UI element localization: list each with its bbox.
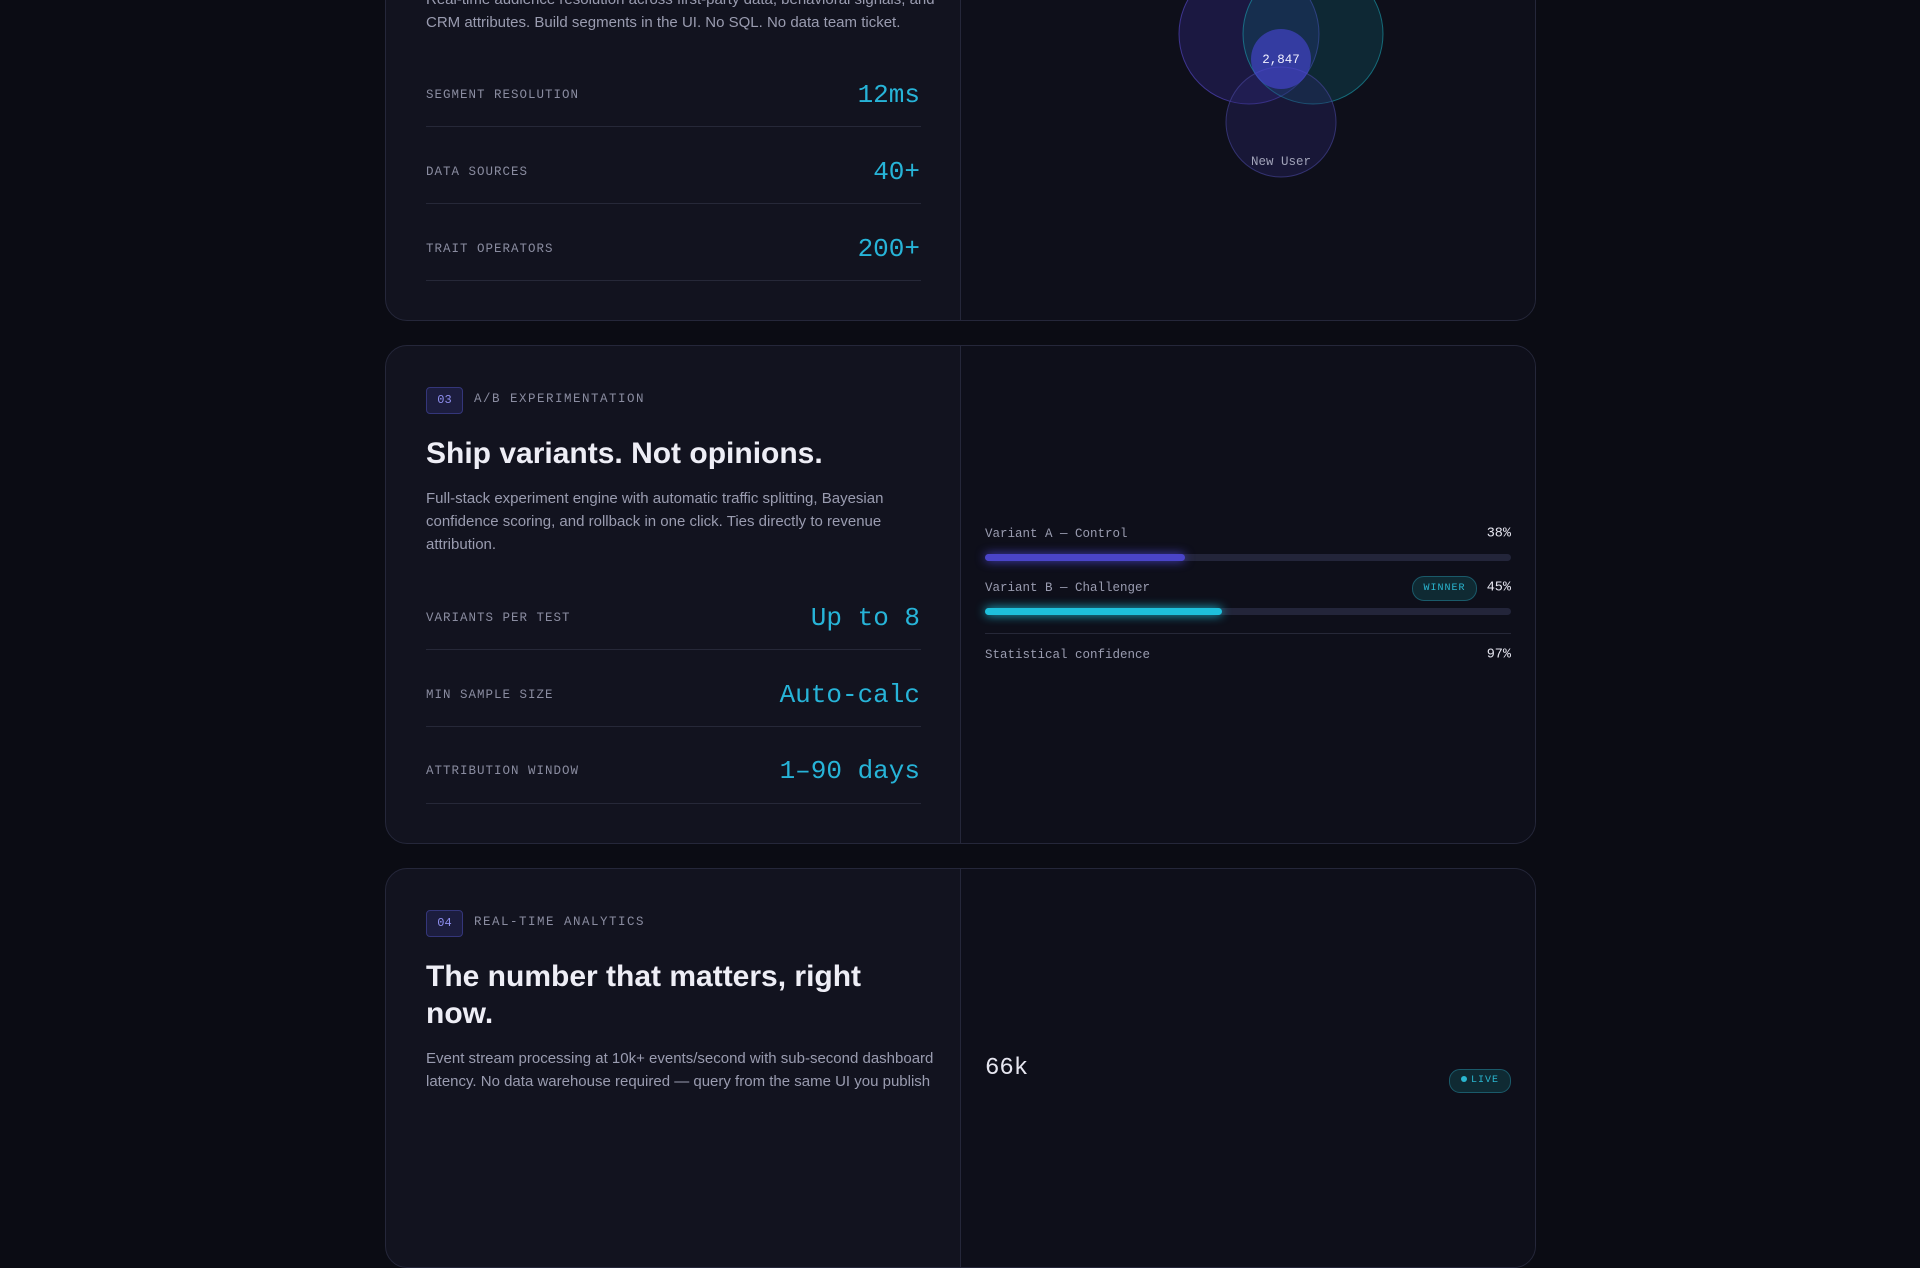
- card: 04 REAL-TIME ANALYTICS The number that m…: [385, 868, 1536, 1268]
- stat-value: 40+: [873, 157, 920, 187]
- metric: 66k: [985, 1055, 1029, 1082]
- description: Full-stack experiment engine with automa…: [426, 490, 884, 507]
- stat-value: Up to 8: [810, 603, 920, 633]
- stat-value: 1–90 days: [779, 756, 920, 786]
- section-number: 03: [426, 387, 463, 414]
- separator: [426, 726, 921, 727]
- description: Event stream processing at 10k+ events/s…: [426, 1050, 934, 1067]
- card: Real-time audience resolution across fir…: [385, 0, 1536, 321]
- description: Real-time audience resolution across fir…: [426, 0, 935, 8]
- venn-diagram: 2,847 New User: [1178, 0, 1384, 178]
- live-badge: LIVE: [1449, 1069, 1511, 1093]
- section-number: 04: [426, 910, 463, 937]
- venn-label: New User: [1251, 155, 1311, 169]
- description: attribution.: [426, 536, 497, 553]
- separator: [426, 203, 921, 204]
- stat-label: SEGMENT RESOLUTION: [426, 88, 580, 102]
- stat-label: VARIANTS PER TEST: [426, 611, 571, 625]
- eyebrow: REAL-TIME ANALYTICS: [474, 915, 646, 929]
- description: CRM attributes. Build segments in the UI…: [426, 14, 901, 31]
- winner-badge: WINNER: [1412, 576, 1477, 601]
- stat-label: ATTRIBUTION WINDOW: [426, 764, 580, 778]
- confidence-value: 97%: [1486, 647, 1511, 663]
- variant-value: 45%: [1486, 580, 1511, 596]
- variant-label: Variant B — Challenger: [985, 581, 1151, 595]
- heading: The number that matters, right: [426, 960, 862, 993]
- heading: Ship variants. Not opinions.: [426, 437, 823, 470]
- stat-label: DATA SOURCES: [426, 165, 529, 179]
- bar: [985, 554, 1185, 561]
- stat-label: MIN SAMPLE SIZE: [426, 688, 554, 702]
- visual-panel: 66k LIVE: [960, 869, 1535, 1267]
- stat-value: Auto-calc: [779, 680, 920, 710]
- live-label: LIVE: [1470, 1075, 1499, 1086]
- heading: now.: [426, 997, 494, 1030]
- separator: [426, 126, 921, 127]
- bar-track: [985, 608, 1511, 615]
- bar: [985, 608, 1222, 615]
- eyebrow: A/B EXPERIMENTATION: [474, 392, 646, 406]
- visual-panel: Variant A — Control 38% Variant B — Chal…: [960, 346, 1535, 843]
- separator: [426, 803, 921, 804]
- visual-panel: 2,847 New User: [960, 0, 1535, 320]
- description: confidence scoring, and rollback in one …: [426, 513, 882, 530]
- description: latency. No data warehouse required — qu…: [426, 1073, 931, 1090]
- live-dot: [1460, 1076, 1467, 1082]
- venn-intersection: [1251, 29, 1311, 89]
- stat-label: TRAIT OPERATORS: [426, 242, 554, 256]
- page: Real-time audience resolution across fir…: [385, 0, 1536, 1268]
- separator: [985, 633, 1511, 634]
- confidence-label: Statistical confidence: [985, 648, 1151, 662]
- separator: [426, 280, 921, 281]
- stat-value: 12ms: [857, 80, 920, 110]
- stat-value: 200+: [857, 234, 920, 264]
- bar-track: [985, 554, 1511, 561]
- variant-value: 38%: [1486, 526, 1511, 542]
- separator: [426, 649, 921, 650]
- variant-label: Variant A — Control: [985, 527, 1128, 541]
- card: 03 A/B EXPERIMENTATION Ship variants. No…: [385, 345, 1536, 844]
- venn-count: 2,847: [1262, 53, 1300, 67]
